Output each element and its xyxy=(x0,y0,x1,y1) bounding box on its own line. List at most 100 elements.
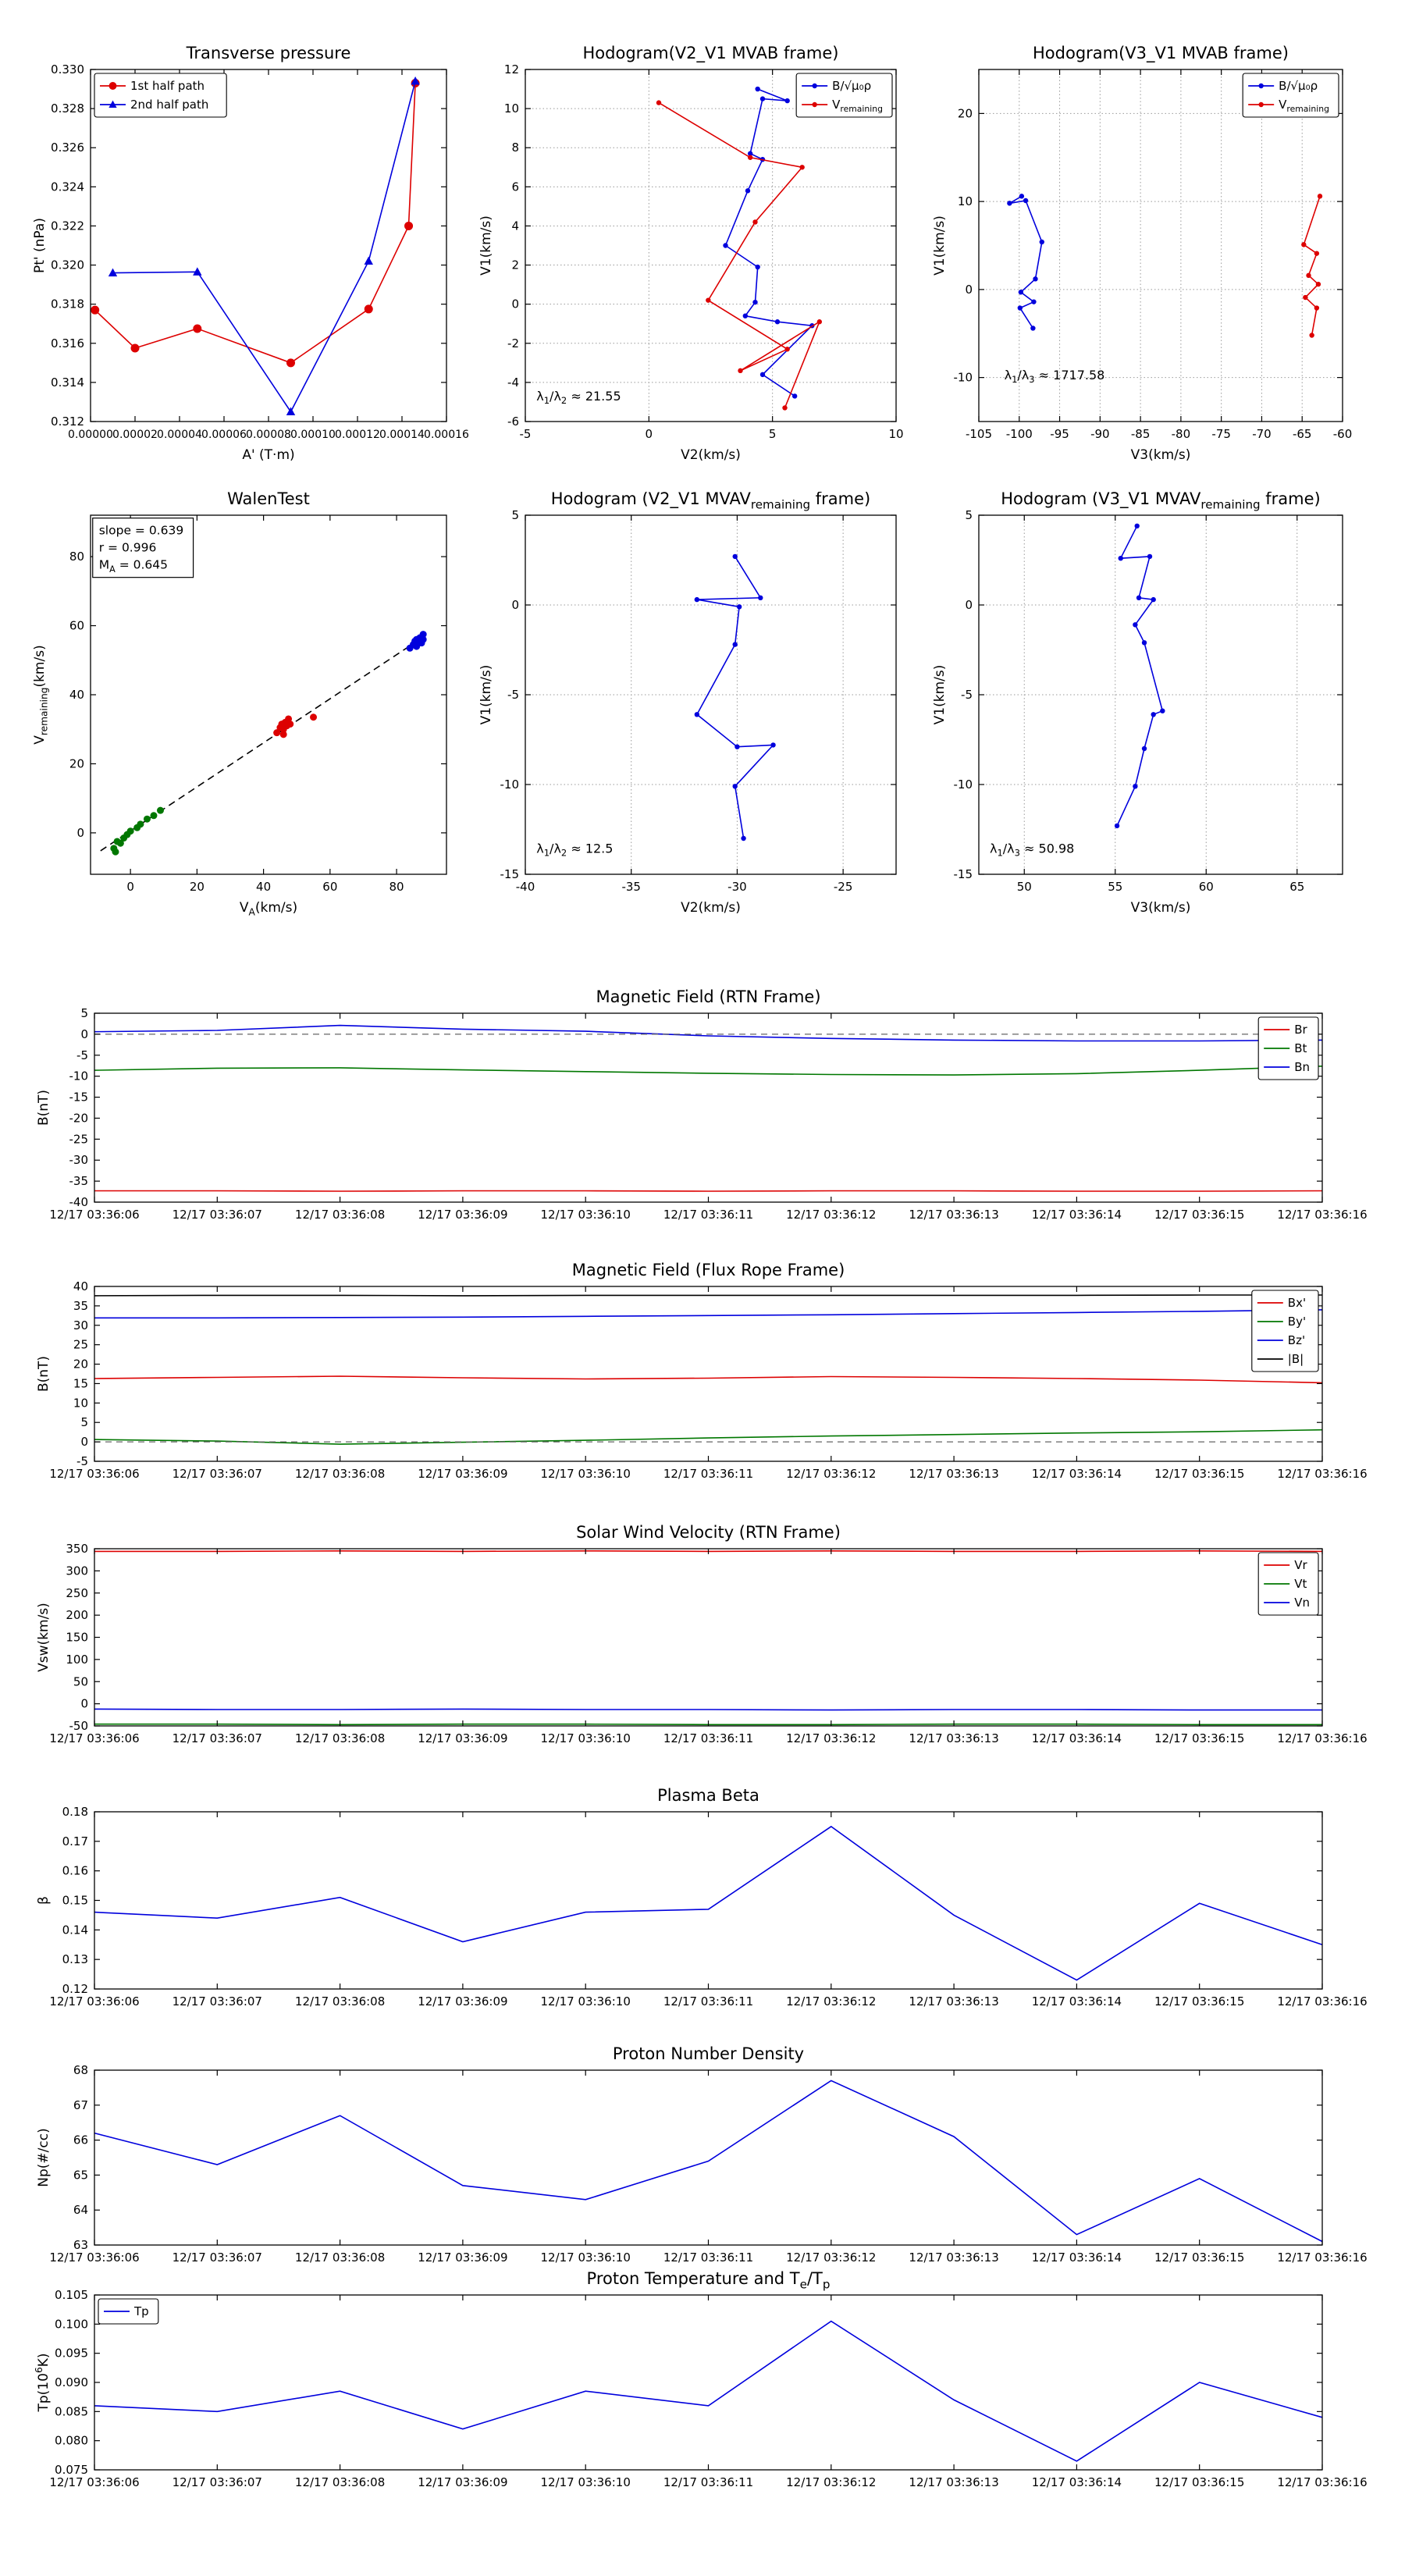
svg-text:V2(km/s): V2(km/s) xyxy=(681,900,741,916)
svg-text:8: 8 xyxy=(511,141,519,155)
svg-text:MA = 0.645: MA = 0.645 xyxy=(99,558,168,575)
svg-text:Vremaining: Vremaining xyxy=(832,98,883,114)
svg-text:12/17 03:36:16: 12/17 03:36:16 xyxy=(1277,2250,1367,2265)
svg-text:5: 5 xyxy=(80,1415,88,1429)
svg-text:12/17 03:36:13: 12/17 03:36:13 xyxy=(909,1208,998,1222)
svg-text:12/17 03:36:12: 12/17 03:36:12 xyxy=(786,1731,876,1745)
svg-text:V3(km/s): V3(km/s) xyxy=(1131,900,1191,916)
svg-text:10: 10 xyxy=(958,194,973,208)
svg-text:12/17 03:36:09: 12/17 03:36:09 xyxy=(418,1731,507,1745)
svg-text:-105: -105 xyxy=(966,427,992,441)
svg-text:12/17 03:36:14: 12/17 03:36:14 xyxy=(1032,1208,1122,1222)
svg-text:Pt' (nPa): Pt' (nPa) xyxy=(32,218,48,273)
svg-text:-25: -25 xyxy=(834,880,853,894)
svg-text:Bx': Bx' xyxy=(1288,1296,1306,1310)
svg-text:Hodogram(V3_V1 MVAB frame): Hodogram(V3_V1 MVAB frame) xyxy=(1033,44,1289,63)
svg-text:12/17 03:36:06: 12/17 03:36:06 xyxy=(49,2250,139,2265)
svg-text:-4: -4 xyxy=(507,375,519,390)
svg-text:-5: -5 xyxy=(961,688,973,702)
svg-text:12/17 03:36:13: 12/17 03:36:13 xyxy=(909,1994,998,2008)
svg-text:Transverse pressure: Transverse pressure xyxy=(186,44,351,62)
svg-text:0.00012: 0.00012 xyxy=(335,429,380,441)
svg-text:-6: -6 xyxy=(507,415,519,429)
svg-text:12/17 03:36:13: 12/17 03:36:13 xyxy=(909,1731,998,1745)
svg-text:Vt: Vt xyxy=(1294,1577,1307,1591)
svg-text:0.316: 0.316 xyxy=(51,336,84,350)
svg-text:-100: -100 xyxy=(1006,427,1033,441)
svg-text:0: 0 xyxy=(80,1435,88,1449)
svg-text:12/17 03:36:10: 12/17 03:36:10 xyxy=(541,1994,631,2008)
svg-text:0.328: 0.328 xyxy=(51,101,84,116)
svg-text:12/17 03:36:06: 12/17 03:36:06 xyxy=(49,1208,139,1222)
svg-text:65: 65 xyxy=(1289,880,1304,894)
svg-text:λ1/λ2 ≈ 12.5: λ1/λ2 ≈ 12.5 xyxy=(536,841,613,858)
svg-text:-5: -5 xyxy=(507,688,519,702)
svg-text:slope = 0.639: slope = 0.639 xyxy=(99,524,183,538)
svg-text:350: 350 xyxy=(66,1542,88,1556)
svg-text:0: 0 xyxy=(80,1027,88,1041)
svg-text:-15: -15 xyxy=(69,1091,89,1105)
svg-text:0.320: 0.320 xyxy=(51,258,84,272)
chart-transverse-pressure: 0.00000 0.00002 0.00004 0.00006 0.00008 0.000… xyxy=(0,8,515,496)
svg-text:12/17 03:36:11: 12/17 03:36:11 xyxy=(663,1994,753,2008)
chart-hodogram-v3v1-mvav: 50 55 60 65 -15 -10 -5 0 5 Hodogram (V3_V1 MVAVre… xyxy=(921,489,1405,980)
svg-text:12/17 03:36:10: 12/17 03:36:10 xyxy=(541,1731,631,1745)
svg-text:12/17 03:36:11: 12/17 03:36:11 xyxy=(663,2250,753,2265)
svg-text:12/17 03:36:10: 12/17 03:36:10 xyxy=(541,2250,631,2265)
svg-text:0: 0 xyxy=(126,880,134,894)
svg-text:12/17 03:36:09: 12/17 03:36:09 xyxy=(418,1467,507,1481)
svg-text:20: 20 xyxy=(69,756,84,770)
svg-text:-25: -25 xyxy=(69,1132,89,1146)
svg-text:-30: -30 xyxy=(69,1153,89,1167)
chart-hodogram-v3v1-mvab: -105 -100 -95 -90 -85 -80 -75 -70 -65 -60 -10 0 10 20… xyxy=(921,8,1405,496)
svg-text:12/17 03:36:09: 12/17 03:36:09 xyxy=(418,2250,507,2265)
svg-text:0: 0 xyxy=(965,598,973,612)
chart-magnetic-field-rtn: 12/17 03:36:06 12/17 03:36:07 12/17 03:36:… xyxy=(0,970,1405,1236)
svg-text:65: 65 xyxy=(73,2168,88,2182)
chart-walen-test: 0 20 40 60 80 0 20 40 60 80 WalenTest VA(km/s) Vrema… xyxy=(0,489,515,980)
svg-text:12: 12 xyxy=(504,62,519,76)
svg-text:0.090: 0.090 xyxy=(55,2375,88,2389)
svg-text:0.00000: 0.00000 xyxy=(68,429,113,441)
svg-text:0.318: 0.318 xyxy=(51,297,84,311)
svg-text:0.324: 0.324 xyxy=(51,180,84,194)
chart-hodogram-v2v1-mvav: -40 -35 -30 -25 -15 -10 -5 0 5 Hodogram (V2_V1 MV… xyxy=(468,489,937,980)
svg-text:λ1/λ2 ≈ 21.55: λ1/λ2 ≈ 21.55 xyxy=(536,389,621,406)
svg-text:0.12: 0.12 xyxy=(62,1982,88,1996)
svg-text:-5: -5 xyxy=(76,1454,88,1468)
svg-text:150: 150 xyxy=(66,1631,88,1645)
svg-text:Hodogram (V3_V1 MVAVremaining: Hodogram (V3_V1 MVAVremaining frame) xyxy=(1001,492,1321,512)
svg-text:WalenTest: WalenTest xyxy=(227,492,310,508)
svg-text:12/17 03:36:07: 12/17 03:36:07 xyxy=(173,1467,262,1481)
svg-text:12/17 03:36:12: 12/17 03:36:12 xyxy=(786,2250,876,2265)
svg-text:50: 50 xyxy=(73,1674,88,1688)
svg-text:12/17 03:36:12: 12/17 03:36:12 xyxy=(786,2475,876,2489)
svg-text:12/17 03:36:15: 12/17 03:36:15 xyxy=(1154,1994,1244,2008)
svg-text:-35: -35 xyxy=(621,880,641,894)
svg-text:0: 0 xyxy=(76,826,84,840)
svg-text:r = 0.996: r = 0.996 xyxy=(99,541,157,555)
svg-text:0.322: 0.322 xyxy=(51,219,84,233)
svg-text:4: 4 xyxy=(511,219,519,233)
svg-text:Hodogram (V2_V1 MVAVremaining: Hodogram (V2_V1 MVAVremaining frame) xyxy=(551,492,871,512)
svg-text:50: 50 xyxy=(1017,880,1032,894)
svg-text:Vsw(km/s): Vsw(km/s) xyxy=(36,1603,52,1672)
svg-text:0: 0 xyxy=(965,283,973,297)
svg-text:-10: -10 xyxy=(954,371,973,385)
svg-text:12/17 03:36:07: 12/17 03:36:07 xyxy=(173,1731,262,1745)
svg-text:55: 55 xyxy=(1108,880,1122,894)
svg-text:12/17 03:36:11: 12/17 03:36:11 xyxy=(663,1467,753,1481)
svg-text:12/17 03:36:12: 12/17 03:36:12 xyxy=(786,1467,876,1481)
svg-text:60: 60 xyxy=(322,880,337,894)
svg-text:-30: -30 xyxy=(727,880,747,894)
svg-text:12/17 03:36:16: 12/17 03:36:16 xyxy=(1277,1208,1367,1222)
svg-text:12/17 03:36:14: 12/17 03:36:14 xyxy=(1032,2475,1122,2489)
svg-text:12/17 03:36:07: 12/17 03:36:07 xyxy=(173,2250,262,2265)
svg-text:-40: -40 xyxy=(69,1195,89,1209)
chart-proton-temperature: 12/17 03:36:06 12/17 03:36:07 12/17 03:36:… xyxy=(0,2252,1405,2517)
svg-text:12/17 03:36:06: 12/17 03:36:06 xyxy=(49,1731,139,1745)
svg-text:12/17 03:36:14: 12/17 03:36:14 xyxy=(1032,1994,1122,2008)
svg-text:1st half path: 1st half path xyxy=(130,79,205,93)
svg-text:12/17 03:36:10: 12/17 03:36:10 xyxy=(541,1467,631,1481)
svg-text:Bz': Bz' xyxy=(1288,1333,1305,1347)
